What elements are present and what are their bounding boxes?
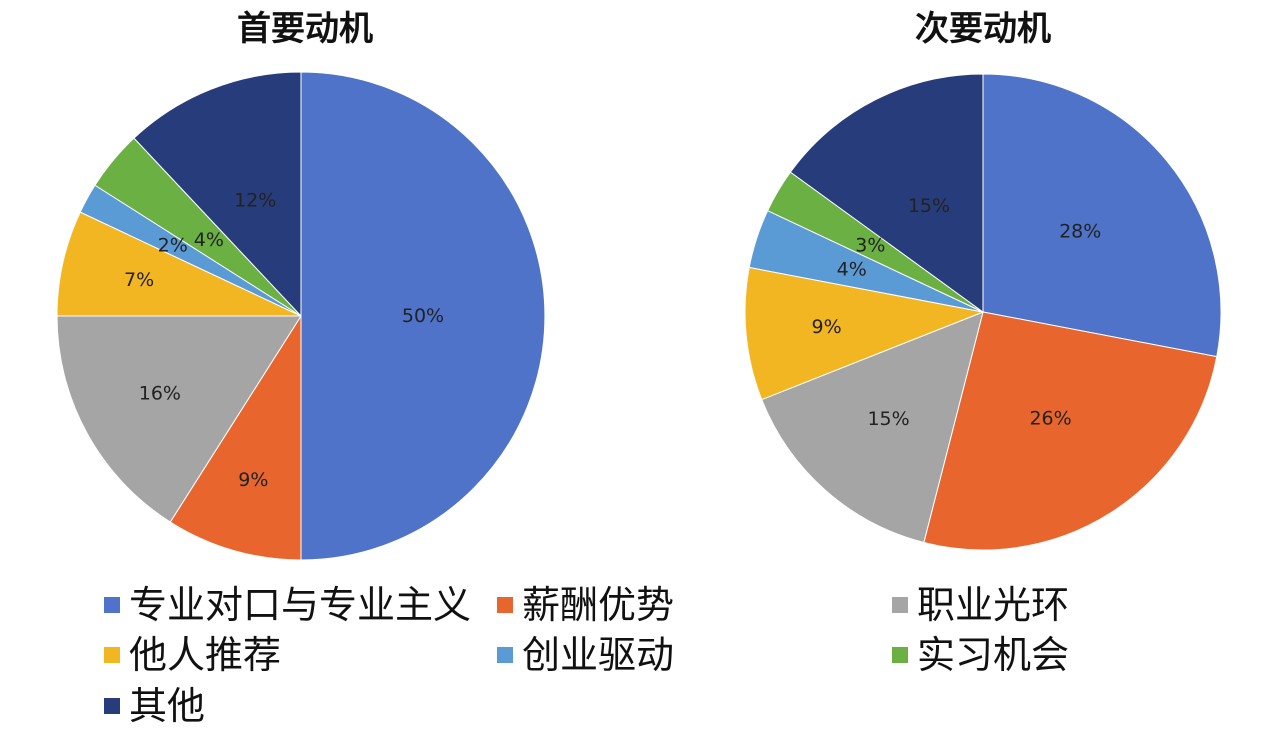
legend-swatch-entrepreneurship bbox=[497, 647, 513, 663]
pie-slice-other bbox=[789, 73, 984, 313]
pie-slice-recommendation bbox=[744, 266, 985, 401]
data-label-salary: 26% bbox=[1029, 408, 1071, 430]
data-label-major-match: 50% bbox=[402, 305, 444, 327]
legend-swatch-salary bbox=[497, 597, 513, 613]
legend-swatch-other bbox=[104, 698, 120, 714]
legend-swatch-internship bbox=[892, 647, 908, 663]
legend-item-career-halo: 职业光环 bbox=[892, 580, 1069, 630]
legend-label-other: 其他 bbox=[129, 684, 206, 728]
pie-slices-secondary bbox=[744, 73, 1222, 551]
pie-slice-major-match bbox=[982, 73, 1222, 358]
pie-slice-major-match bbox=[300, 71, 546, 561]
data-label-other: 15% bbox=[908, 195, 950, 217]
legend-item-recommendation: 他人推荐 bbox=[104, 630, 281, 680]
legend-item-entrepreneurship: 创业驱动 bbox=[497, 630, 674, 680]
pie-labels-primary: 50% 9% 16% 7%2% 4% 12% bbox=[124, 189, 444, 491]
data-label-entrepreneurship: 2% bbox=[158, 234, 188, 256]
legend-label-salary: 薪酬优势 bbox=[522, 583, 675, 627]
legend-label-internship: 实习机会 bbox=[917, 633, 1070, 677]
legend-label-entrepreneurship: 创业驱动 bbox=[522, 633, 675, 677]
pie-chart-secondary: 次要动机 28% 26% 15% 9% 4%3% 15% bbox=[744, 9, 1222, 551]
data-label-major-match: 28% bbox=[1059, 221, 1101, 243]
data-label-recommendation: 9% bbox=[812, 316, 842, 338]
data-label-career-halo: 15% bbox=[867, 408, 909, 430]
data-label-recommendation: 7% bbox=[124, 269, 154, 291]
legend-label-recommendation: 他人推荐 bbox=[129, 633, 282, 677]
legend-item-other: 其他 bbox=[104, 681, 205, 731]
data-label-salary: 9% bbox=[238, 469, 268, 491]
data-label-internship: 3% bbox=[855, 234, 885, 256]
pie-slice-salary bbox=[923, 311, 1218, 551]
pie-chart-primary: 首要动机 50% 9% 16% 7%2% 4% 12% bbox=[56, 9, 546, 561]
legend-item-salary: 薪酬优势 bbox=[497, 580, 674, 630]
pie-slice-career-halo bbox=[56, 315, 302, 523]
legend-swatch-recommendation bbox=[104, 647, 120, 663]
pie-slice-other bbox=[133, 71, 302, 318]
pie-slice-career-halo bbox=[761, 311, 984, 544]
legend-label-major-match: 专业对口与专业主义 bbox=[129, 583, 472, 627]
legend-swatch-major-match bbox=[104, 597, 120, 613]
chart-title-primary: 首要动机 bbox=[237, 9, 373, 49]
pie-slices-primary bbox=[56, 71, 546, 561]
pie-slice-salary bbox=[169, 314, 302, 561]
pie-slice-recommendation bbox=[56, 211, 302, 317]
data-label-other: 12% bbox=[234, 189, 276, 211]
chart-title-secondary: 次要动机 bbox=[915, 9, 1051, 49]
legend-swatch-career-halo bbox=[892, 597, 908, 613]
pie-labels-secondary: 28% 26% 15% 9% 4%3% 15% bbox=[812, 195, 1102, 430]
legend-label-career-halo: 职业光环 bbox=[917, 583, 1070, 627]
legend-item-major-match: 专业对口与专业主义 bbox=[104, 580, 471, 630]
legend-item-internship: 实习机会 bbox=[892, 630, 1069, 680]
data-label-entrepreneurship: 4% bbox=[837, 258, 867, 280]
data-label-internship: 4% bbox=[194, 229, 224, 251]
data-label-career-halo: 16% bbox=[139, 383, 181, 405]
